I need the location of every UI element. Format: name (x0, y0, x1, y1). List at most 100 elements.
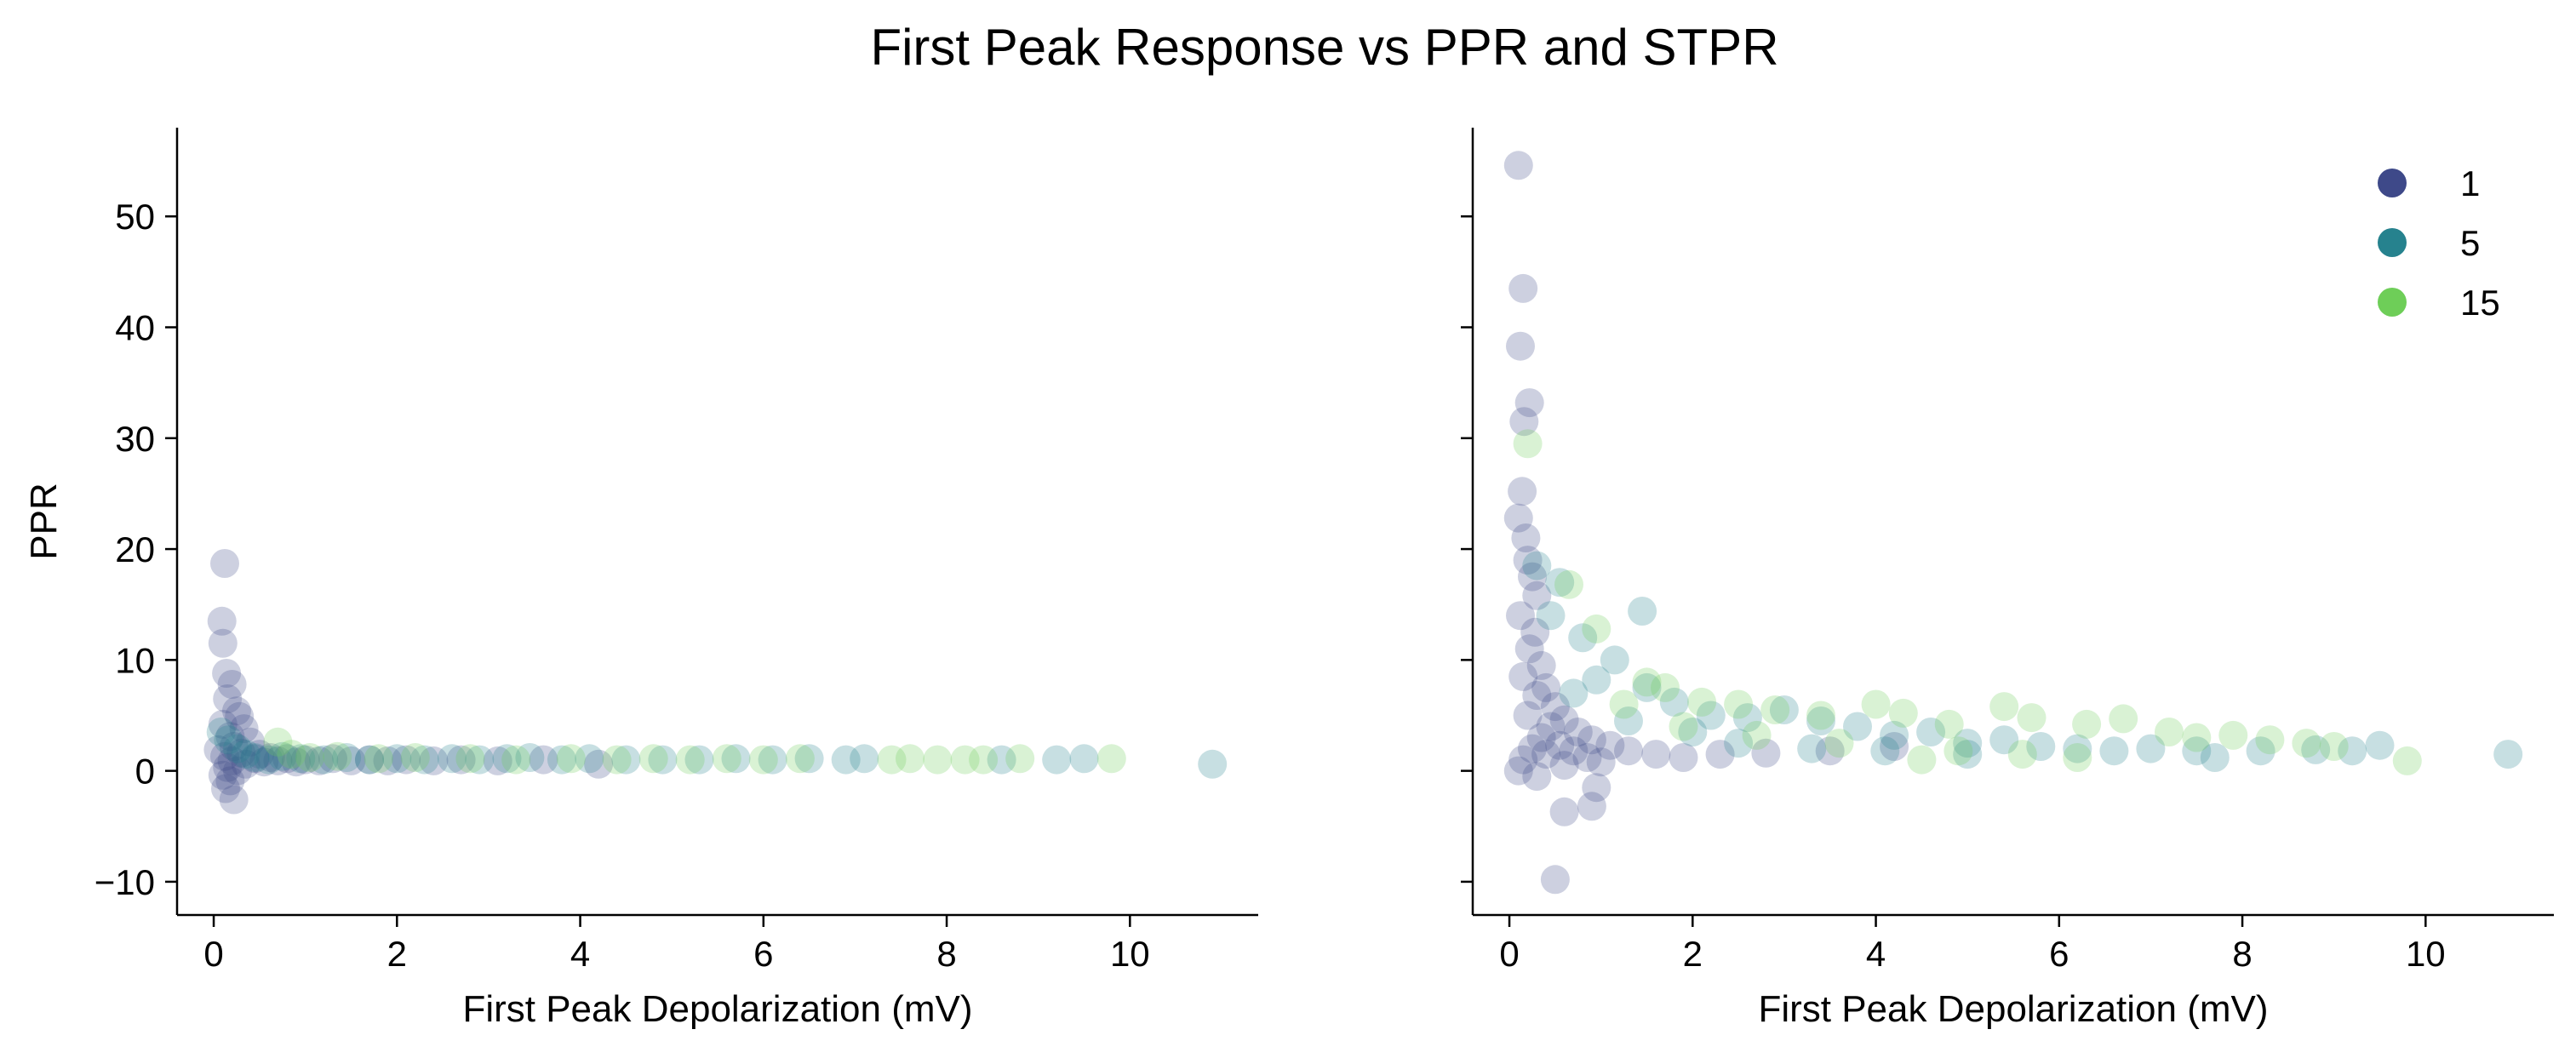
scatter-point-series-15-8 (1760, 695, 1790, 724)
scatter-point-series-5-5 (254, 745, 283, 775)
scatter-point-series-1-32 (304, 746, 334, 775)
scatter-point-series-15-18 (950, 745, 980, 775)
scatter-point-series-1-0 (1503, 151, 1533, 180)
scatter-point-series-1-27 (1595, 730, 1625, 760)
x-tick-label: 2 (387, 934, 407, 974)
scatter-point-series-1-36 (373, 746, 403, 775)
scatter-point-series-15-4 (364, 744, 393, 774)
scatter-point-series-15-4 (1651, 672, 1680, 702)
scatter-point-series-5-1 (214, 725, 243, 755)
scatter-point-series-5-7 (286, 744, 316, 774)
scatter-point-series-15-12 (1888, 698, 1918, 728)
scatter-point-series-1-9 (229, 714, 259, 744)
scatter-point-series-15-6 (1687, 687, 1717, 717)
x-tick-label: 10 (1110, 934, 1150, 974)
scatter-point-series-1-11 (236, 727, 266, 757)
scatter-point-series-5-12 (1732, 703, 1762, 733)
scatter-point-series-1-1 (1508, 273, 1538, 303)
scatter-point-series-1-38 (1522, 762, 1552, 792)
scatter-points (1503, 151, 2523, 895)
scatter-point-series-15-20 (1005, 744, 1035, 774)
legend-marker-1 (2378, 169, 2407, 197)
x-tick-label: 8 (936, 934, 956, 974)
scatter-point-series-5-25 (2063, 734, 2092, 763)
scatter-point-series-15-0 (263, 727, 293, 757)
scatter-point-series-1-18 (231, 749, 260, 779)
scatter-point-series-5-21 (684, 745, 714, 775)
scatter-points (203, 549, 1228, 815)
scatter-point-series-1-9 (1518, 562, 1547, 592)
left-scatter-panel: 0 2 4 6 8 10 −10 0 10 20 30 40 50 First Peak Depolari… (23, 128, 1258, 1030)
scatter-point-series-1-20 (1549, 705, 1579, 735)
scatter-point-series-15-19 (2109, 704, 2138, 734)
scatter-point-series-15-2 (295, 743, 325, 772)
scatter-point-series-15-2 (1582, 614, 1611, 643)
scatter-point-series-5-28 (1042, 745, 1072, 775)
scatter-point-series-15-23 (2007, 740, 2037, 769)
scatter-point-series-1-33 (1641, 740, 1671, 769)
scatter-point-series-1-19 (213, 752, 243, 782)
scatter-point-series-15-18 (2072, 709, 2102, 739)
scatter-point-series-5-31 (2246, 736, 2275, 766)
legend-marker-15 (2378, 288, 2407, 317)
x-tick-label: 4 (1866, 934, 1886, 974)
scatter-point-series-5-26 (850, 744, 879, 774)
scatter-point-series-1-27 (255, 743, 285, 772)
x-axis-label: First Peak Depolarization (mV) (462, 988, 972, 1030)
scatter-point-series-5-22 (1989, 725, 2019, 755)
scatter-point-series-1-3 (212, 659, 242, 688)
scatter-point-series-1-5 (1508, 477, 1537, 506)
x-tick-label: 10 (2406, 934, 2446, 974)
scatter-point-series-1-41 (529, 745, 558, 775)
x-tick-label: 2 (1683, 934, 1703, 974)
scatter-point-series-5-34 (2365, 730, 2395, 760)
scatter-point-series-1-30 (1614, 736, 1643, 766)
scatter-point-series-5-30 (2200, 743, 2230, 772)
scatter-point-series-1-6 (222, 696, 251, 726)
scatter-point-series-1-35 (355, 745, 384, 775)
scatter-point-series-1-15 (210, 741, 239, 771)
legend-label-5: 5 (2460, 223, 2480, 263)
y-tick-label: 10 (115, 640, 155, 680)
scatter-point-series-15-13 (748, 745, 778, 775)
scatter-point-series-15-21 (2155, 718, 2184, 746)
scatter-point-series-5-15 (492, 744, 522, 774)
scatter-point-series-15-3 (1632, 667, 1662, 697)
scatter-point-series-5-24 (794, 744, 824, 774)
scatter-point-series-1-45 (1815, 736, 1845, 766)
scatter-point-series-5-4 (240, 743, 270, 772)
scatter-point-series-1-5 (213, 684, 243, 713)
scatter-point-series-5-28 (2136, 734, 2166, 763)
scatter-point-series-1-36 (1503, 756, 1533, 786)
scatter-point-series-1-26 (1518, 734, 1547, 763)
scatter-point-series-5-10 (355, 745, 384, 775)
scatter-point-series-1-22 (215, 766, 245, 796)
scatter-point-series-15-25 (2255, 725, 2285, 755)
scatter-point-series-15-27 (2063, 743, 2092, 772)
scatter-point-series-1-23 (211, 774, 240, 804)
x-tick-label: 4 (570, 934, 590, 974)
scatter-point-series-5-6 (1582, 665, 1611, 695)
scatter-point-series-5-4 (1568, 623, 1598, 653)
scatter-point-series-1-28 (1559, 736, 1589, 766)
scatter-point-series-5-20 (648, 745, 678, 775)
scatter-point-series-1-46 (1880, 732, 1909, 761)
scatter-point-series-15-12 (712, 744, 741, 774)
scatter-point-series-5-11 (1614, 706, 1643, 735)
scatter-point-series-5-2 (1628, 597, 1657, 626)
scatter-point-series-1-42 (1540, 865, 1570, 895)
scatter-point-series-1-37 (1669, 743, 1698, 772)
y-axis-label: PPR (23, 483, 65, 559)
scatter-point-series-5-9 (1659, 687, 1689, 717)
scatter-point-series-1-30 (281, 747, 311, 777)
scatter-point-series-1-17 (1522, 681, 1552, 710)
scatter-point-series-15-17 (923, 745, 953, 775)
scatter-point-series-5-14 (1806, 706, 1835, 735)
scatter-point-series-1-8 (1513, 546, 1543, 575)
y-tick-label: 50 (115, 197, 155, 237)
scatter-point-series-1-29 (272, 744, 302, 774)
x-tick-label: 6 (753, 934, 773, 974)
scatter-point-series-15-0 (1513, 429, 1543, 459)
scatter-point-series-15-1 (277, 740, 306, 769)
scatter-point-series-1-6 (1503, 503, 1533, 533)
